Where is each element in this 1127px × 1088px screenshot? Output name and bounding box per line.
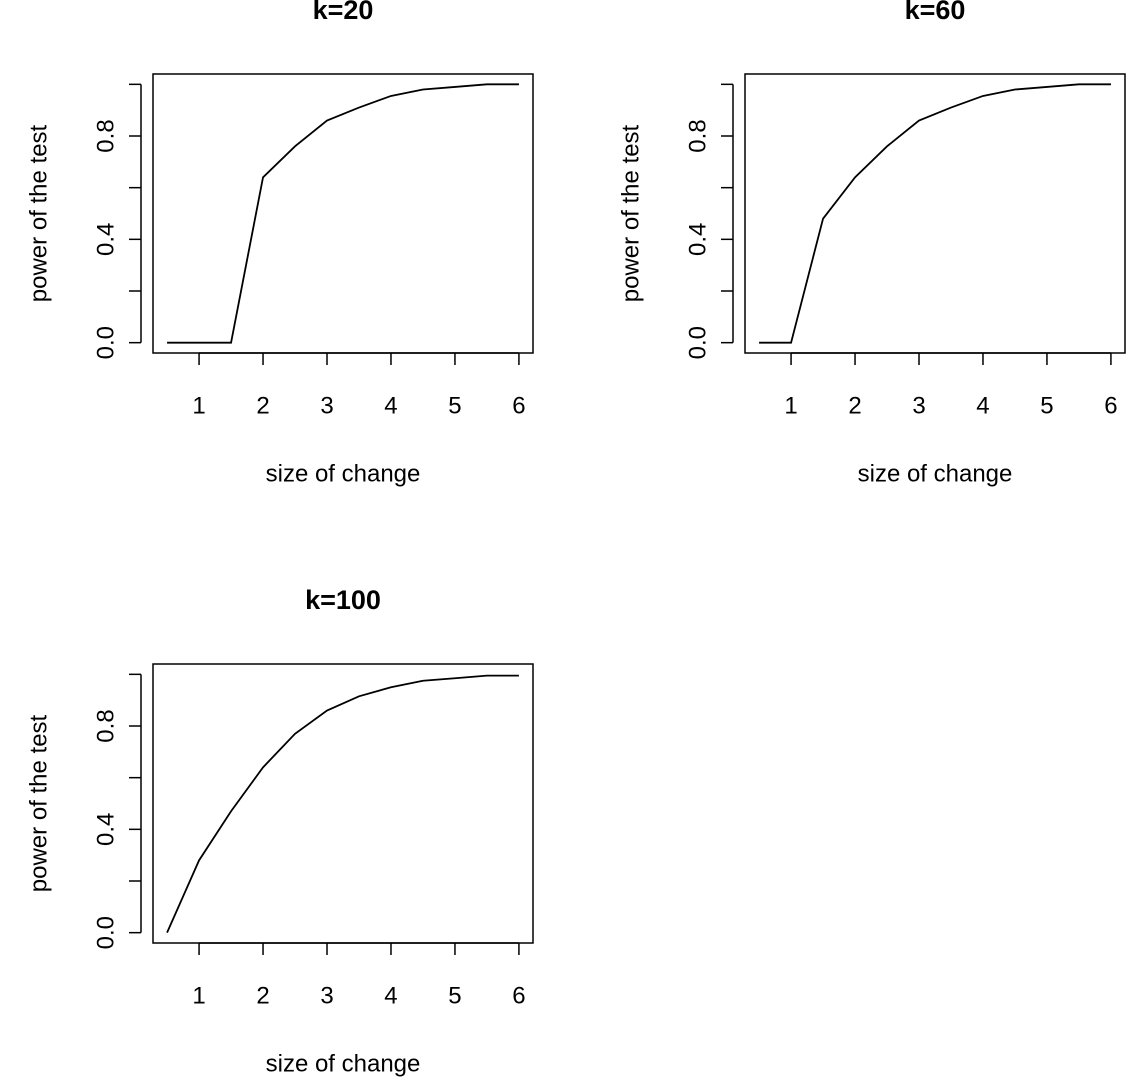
x-axis-label: size of change xyxy=(266,460,421,487)
x-tick-label: 2 xyxy=(256,392,269,419)
panel: k=60 size of change power of the test 1 2 3 4 5… xyxy=(617,0,1126,487)
plot-frame xyxy=(152,73,534,354)
x-axis-label: size of change xyxy=(858,460,1013,487)
y-tick-label: 0.8 xyxy=(92,709,119,742)
y-axis-label: power of the test xyxy=(25,714,52,892)
y-axis-label: power of the test xyxy=(617,124,644,302)
y-tick-label: 0.0 xyxy=(92,916,119,949)
x-tick-label: 6 xyxy=(1104,392,1117,419)
chart-title: k=20 xyxy=(313,0,374,25)
x-tick-label: 3 xyxy=(912,392,925,419)
y-tick-label: 0.4 xyxy=(684,223,711,256)
x-tick-label: 6 xyxy=(512,982,525,1009)
x-tick-label: 6 xyxy=(512,392,525,419)
x-tick-label: 3 xyxy=(320,982,333,1009)
y-tick-label: 0.0 xyxy=(684,326,711,359)
data-line xyxy=(166,674,519,934)
y-tick-label: 0.4 xyxy=(92,813,119,846)
plot-frame xyxy=(744,73,1126,354)
y-tick-label: 0.0 xyxy=(92,326,119,359)
panel: k=100 size of change power of the test 1 2 3 4… xyxy=(25,585,534,1077)
chart-title: k=100 xyxy=(305,585,381,615)
x-tick-label: 1 xyxy=(192,982,205,1009)
x-tick-label: 4 xyxy=(384,982,397,1009)
x-tick-label: 4 xyxy=(976,392,989,419)
x-tick-label: 2 xyxy=(848,392,861,419)
data-line xyxy=(759,83,1111,344)
plot-frame xyxy=(152,663,534,944)
y-tick-label: 0.4 xyxy=(92,223,119,256)
x-tick-label: 1 xyxy=(784,392,797,419)
panel: k=20 size of change power of the test 1 2 3 4 5… xyxy=(25,0,534,487)
data-line xyxy=(167,83,519,344)
x-tick-label: 5 xyxy=(448,982,461,1009)
y-tick-label: 0.8 xyxy=(92,119,119,152)
x-tick-label: 5 xyxy=(1040,392,1053,419)
x-tick-label: 4 xyxy=(384,392,397,419)
chart-title: k=60 xyxy=(905,0,966,25)
x-tick-label: 3 xyxy=(320,392,333,419)
x-tick-label: 2 xyxy=(256,982,269,1009)
y-tick-label: 0.8 xyxy=(684,119,711,152)
x-tick-label: 5 xyxy=(448,392,461,419)
x-tick-label: 1 xyxy=(192,392,205,419)
x-axis-label: size of change xyxy=(266,1050,421,1077)
y-axis-label: power of the test xyxy=(25,124,52,302)
